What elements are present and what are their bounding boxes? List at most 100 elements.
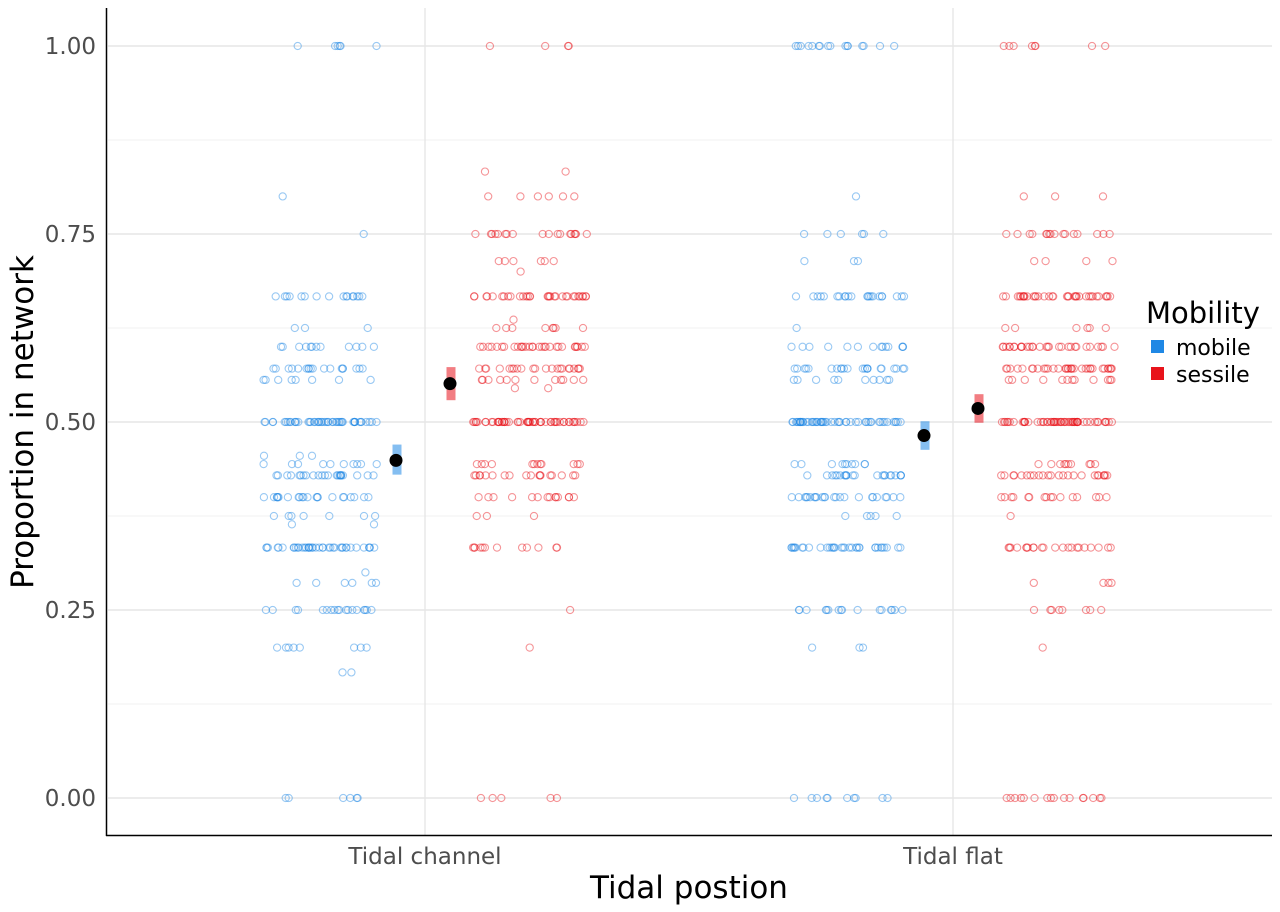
data-point-mobile	[805, 342, 814, 351]
data-point-mobile	[842, 459, 851, 469]
data-point-mobile	[291, 543, 300, 552]
data-point-mobile	[830, 493, 839, 502]
data-point-sessile	[516, 192, 525, 201]
data-point-sessile	[1017, 342, 1026, 351]
data-point-mobile	[863, 292, 872, 301]
data-point-sessile	[517, 364, 526, 373]
data-point-sessile	[1022, 543, 1031, 552]
data-point-sessile	[481, 417, 490, 427]
data-point-mobile	[840, 543, 849, 552]
data-point-mobile	[834, 375, 843, 385]
data-point-mobile	[282, 292, 291, 301]
data-point-sessile	[544, 384, 553, 393]
data-point-sessile	[1009, 342, 1019, 351]
data-point-sessile	[1098, 364, 1107, 373]
data-point-mobile	[272, 493, 282, 502]
data-point-mobile	[790, 459, 799, 469]
data-point-mobile	[882, 493, 892, 502]
data-point-mobile	[798, 417, 808, 427]
data-point-mobile	[268, 417, 277, 427]
data-point-sessile	[1030, 793, 1039, 803]
data-point-sessile	[564, 364, 573, 373]
data-point-mobile	[291, 417, 300, 427]
data-point-mobile	[824, 342, 833, 351]
data-point-sessile	[1015, 292, 1024, 301]
data-point-sessile	[1101, 292, 1111, 301]
data-point-mobile	[359, 493, 369, 502]
data-point-sessile	[502, 229, 511, 239]
data-point-sessile	[523, 292, 532, 301]
data-point-mobile	[791, 292, 801, 301]
data-point-sessile	[1077, 364, 1087, 373]
data-point-sessile	[1085, 459, 1094, 469]
data-point-sessile	[487, 459, 497, 469]
data-point-sessile	[1057, 342, 1066, 351]
legend-label-sessile: sessile	[1176, 363, 1250, 388]
data-point-mobile	[314, 471, 323, 480]
data-point-sessile	[1065, 793, 1074, 803]
data-point-sessile	[1094, 543, 1103, 552]
data-point-sessile	[1049, 364, 1058, 373]
data-point-sessile	[1055, 605, 1064, 615]
data-point-mobile	[790, 543, 799, 552]
data-point-sessile	[1101, 471, 1110, 480]
data-point-mobile	[372, 417, 381, 427]
data-point-sessile	[475, 471, 484, 480]
data-point-mobile	[349, 417, 358, 427]
data-point-mobile	[311, 543, 320, 552]
data-point-sessile	[1103, 364, 1113, 373]
data-point-sessile	[1051, 543, 1060, 552]
data-point-sessile	[541, 364, 551, 373]
data-point-mobile	[335, 471, 345, 480]
data-point-sessile	[1054, 342, 1064, 351]
data-point-mobile	[289, 643, 298, 652]
data-point-mobile	[836, 229, 845, 239]
data-point-mobile	[362, 417, 371, 427]
data-point-mobile	[285, 292, 294, 301]
data-point-mobile	[868, 493, 877, 502]
data-point-mobile	[816, 417, 826, 427]
data-point-sessile	[1031, 41, 1040, 51]
data-point-mobile	[326, 459, 335, 469]
data-point-sessile	[1072, 323, 1081, 333]
data-point-sessile	[484, 192, 493, 201]
data-point-mobile	[359, 605, 369, 615]
data-point-mobile	[878, 543, 887, 552]
data-point-mobile	[312, 292, 321, 301]
data-point-sessile	[561, 292, 571, 301]
data-point-mobile	[866, 511, 875, 521]
data-point-mobile	[338, 471, 348, 480]
data-point-mobile	[864, 417, 873, 427]
data-point-mobile	[355, 417, 364, 427]
data-point-sessile	[546, 417, 556, 427]
legend-swatch-mobile	[1151, 340, 1164, 353]
data-point-sessile	[1086, 364, 1095, 373]
data-point-mobile	[832, 471, 842, 480]
data-point-sessile	[489, 493, 498, 502]
data-point-sessile	[1086, 292, 1096, 301]
data-point-mobile	[852, 543, 861, 552]
data-point-mobile	[272, 643, 282, 652]
data-point-sessile	[998, 342, 1007, 351]
data-point-sessile	[1005, 543, 1014, 552]
data-point-sessile	[1020, 292, 1029, 301]
data-point-sessile	[569, 459, 578, 469]
data-point-mobile	[893, 417, 902, 427]
data-point-mobile	[261, 605, 271, 615]
data-point-sessile	[571, 229, 581, 239]
data-point-mobile	[850, 471, 859, 480]
data-point-mobile	[812, 793, 822, 803]
data-point-mobile	[314, 417, 323, 427]
data-point-mobile	[293, 543, 302, 552]
data-point-mobile	[812, 493, 821, 502]
data-point-mobile	[889, 417, 898, 427]
data-point-sessile	[1083, 323, 1092, 333]
data-point-mobile	[343, 605, 353, 615]
data-point-sessile	[1022, 342, 1032, 351]
data-point-mobile	[881, 342, 891, 351]
data-point-sessile	[570, 417, 579, 427]
data-point-mobile	[802, 417, 811, 427]
data-point-sessile	[524, 417, 533, 427]
data-point-sessile	[997, 493, 1006, 502]
data-point-mobile	[291, 375, 300, 385]
